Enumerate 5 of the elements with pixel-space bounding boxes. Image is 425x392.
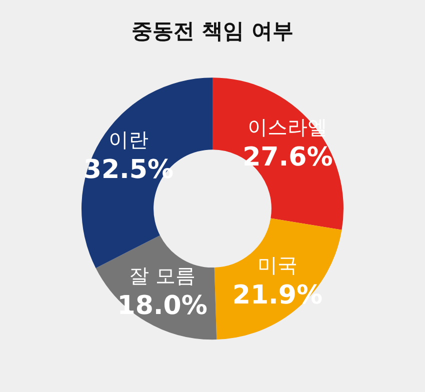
data-label: 27.6% <box>242 142 333 173</box>
slice-label: 잘 모름 <box>129 264 196 288</box>
slice-label: 미국 <box>257 252 298 277</box>
chart-title: 중동전 책임 여부 <box>132 19 294 44</box>
slice-label: 이란 <box>108 127 148 152</box>
